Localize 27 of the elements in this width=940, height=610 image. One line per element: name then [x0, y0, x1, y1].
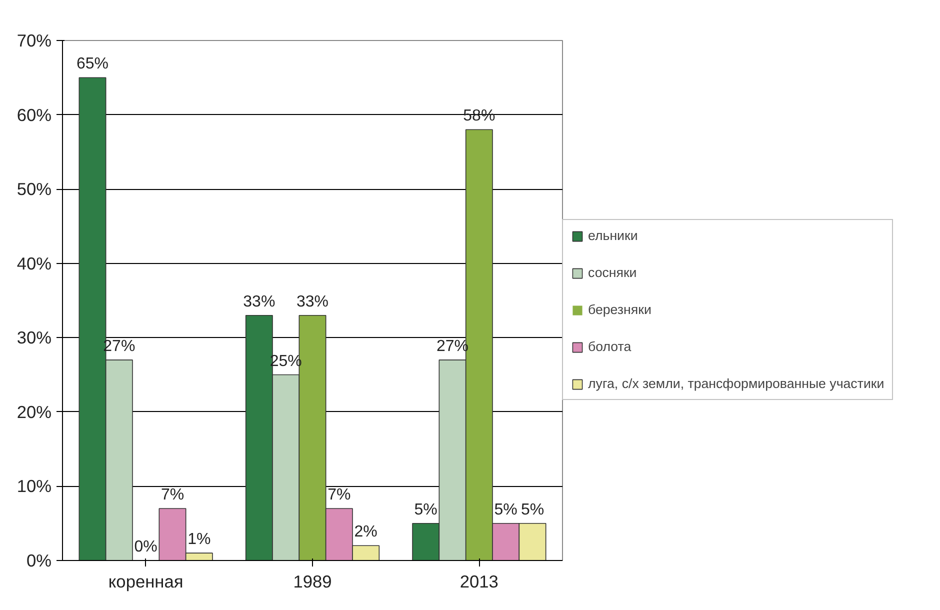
data-label: 5% — [414, 501, 438, 518]
data-label: 0% — [134, 538, 158, 556]
y-tick-label: 10% — [16, 476, 52, 496]
data-label: 7% — [328, 486, 351, 504]
y-tick-label: 30% — [16, 328, 52, 348]
data-label: 7% — [160, 486, 184, 504]
y-tick-label: 50% — [16, 179, 52, 200]
data-label: 65% — [76, 56, 109, 73]
legend-label: луга, с/х земли, трансформированные участики — [588, 376, 884, 391]
x-tick-label: 1989 — [293, 572, 332, 592]
legend-label: ельники — [588, 228, 638, 243]
y-tick-label: 60% — [16, 104, 52, 125]
x-tick-label: 2013 — [460, 572, 498, 592]
data-label: 5% — [494, 501, 518, 518]
data-label: 5% — [520, 501, 544, 518]
legend-label: болота — [588, 339, 632, 354]
y-tick-label: 40% — [16, 253, 52, 274]
legend-label: березняки — [588, 302, 652, 317]
data-label: 1% — [188, 531, 211, 548]
y-tick-label: 20% — [16, 402, 52, 422]
legend-label: сосняки — [588, 265, 637, 280]
data-label: 33% — [296, 293, 329, 310]
y-tick-label: 0% — [26, 550, 52, 570]
x-tick-label: коренная — [108, 572, 184, 592]
data-label: 2% — [354, 524, 378, 541]
y-tick-label: 70% — [16, 30, 52, 50]
data-label: 33% — [243, 293, 276, 310]
